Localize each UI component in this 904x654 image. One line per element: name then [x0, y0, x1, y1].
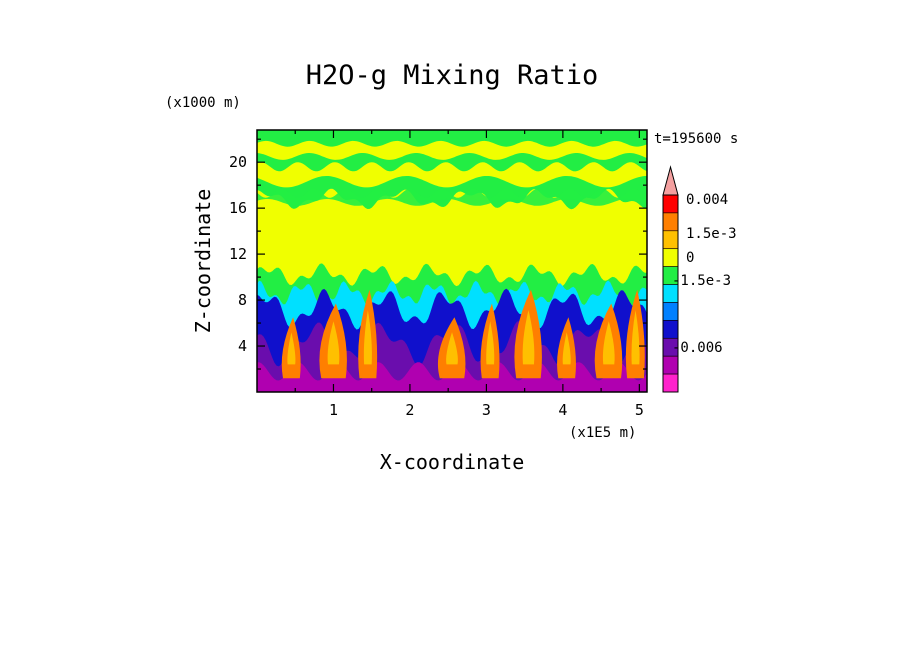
colorbar-segment: [662, 373, 679, 393]
x-axis-ticks: 1 2 3 4 5: [294, 130, 644, 419]
y-unit-label: (x1000 m): [165, 95, 241, 111]
y-axis-ticks: 4 8 12 16 20: [229, 138, 647, 370]
chart-title: H2O-g Mixing Ratio: [306, 60, 599, 91]
y-tick-label: 20: [229, 153, 247, 171]
colorbar-segment: [662, 248, 679, 267]
colorbar: [662, 165, 679, 393]
colorbar-segment: [662, 212, 679, 232]
colorbar-segment: [662, 194, 679, 214]
x-tick-label: 4: [558, 401, 567, 419]
x-tick-label: 2: [405, 401, 414, 419]
y-tick-label: 12: [229, 245, 247, 263]
field-plume-core: [363, 310, 372, 365]
field-plume-core: [602, 321, 615, 365]
field-streak-middle: [257, 162, 647, 188]
colorbar-label: 1.5e-3: [686, 226, 737, 242]
y-tick-label: 16: [229, 199, 247, 217]
field-plume-core: [486, 321, 495, 365]
x-tick-label: 1: [329, 401, 338, 419]
colorbar-segment: [662, 302, 679, 321]
y-tick-label: 4: [238, 337, 247, 355]
colorbar-segment: [662, 355, 679, 375]
y-axis-label: Z-coordinate: [191, 189, 215, 334]
plot-frame: [256, 129, 648, 393]
colorbar-label: -1.5e-3: [672, 273, 731, 289]
colorbar-extend-arrow: [662, 165, 679, 196]
field-plume-core: [327, 321, 340, 365]
colorbar-labels: 0.004 1.5e-3 0 -1.5e-3 -0.006: [672, 192, 737, 356]
field-plume-core: [446, 332, 458, 365]
y-tick-label: 8: [238, 291, 247, 309]
colorbar-segment: [662, 320, 679, 339]
field-streak-upper: [257, 140, 647, 160]
colorbar-label: -0.006: [672, 340, 723, 356]
x-tick-label: 5: [635, 401, 644, 419]
field-plume-core: [522, 310, 535, 365]
mixing-ratio-field: [257, 130, 647, 392]
colorbar-frame: [662, 194, 679, 393]
field-plume-core: [287, 332, 296, 365]
time-label: t=195600 s: [654, 131, 738, 147]
x-axis-label: X-coordinate: [380, 450, 525, 474]
colorbar-segment: [662, 230, 679, 250]
field-plume-core: [562, 332, 571, 365]
x-tick-label: 3: [482, 401, 491, 419]
field-streak-lower: [257, 188, 647, 206]
field-plume-core: [631, 310, 640, 365]
colorbar-label: 0: [686, 250, 694, 266]
colorbar-label: 0.004: [686, 192, 728, 208]
x-unit-label: (x1E5 m): [569, 425, 636, 441]
